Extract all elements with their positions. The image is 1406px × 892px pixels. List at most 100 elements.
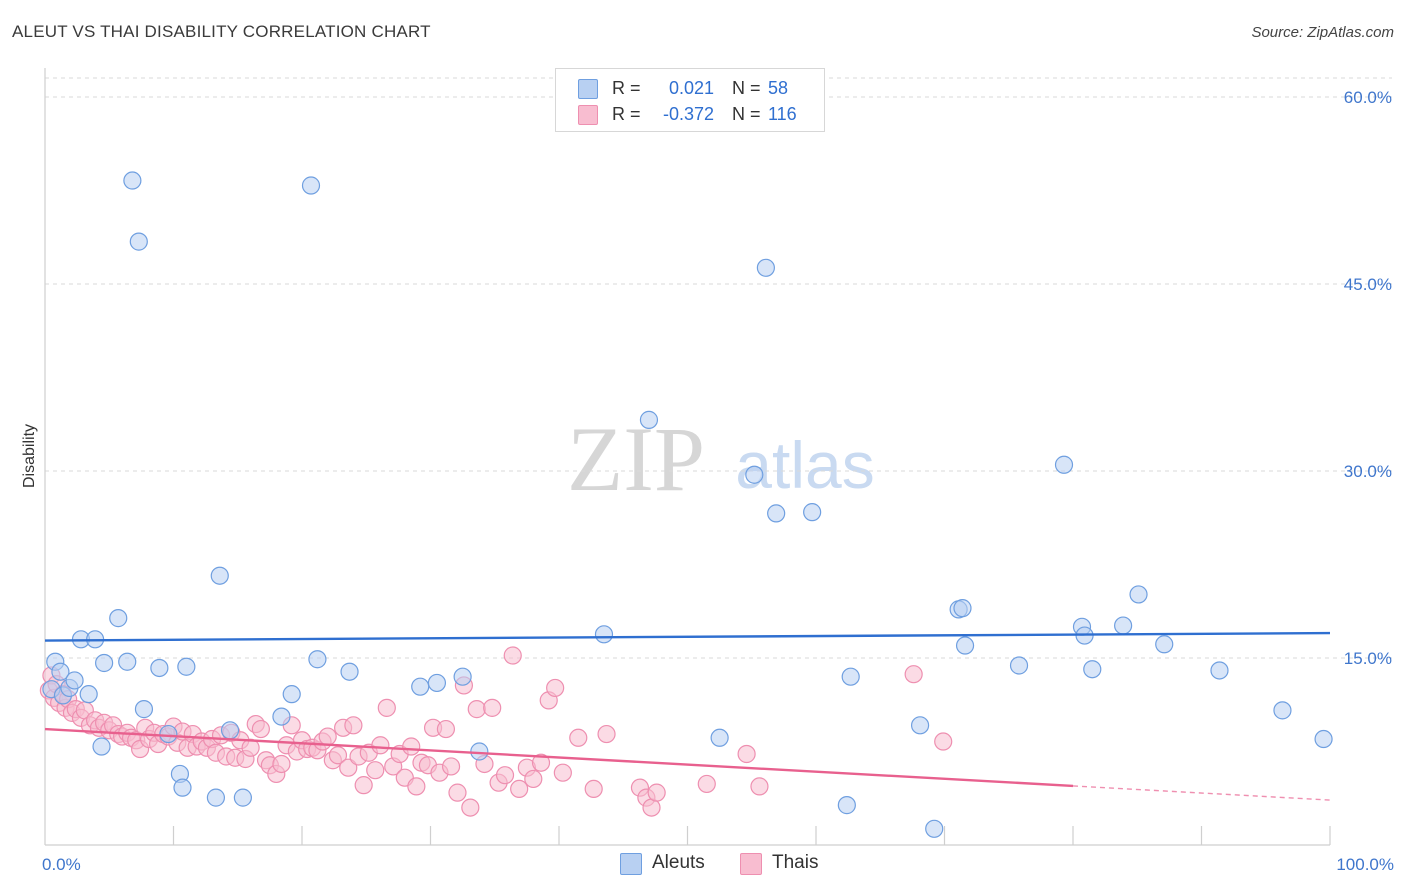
legend-r-label: R =	[612, 78, 641, 98]
aleut-point	[177, 657, 196, 676]
aleut-point	[925, 819, 944, 838]
aleut-point	[1273, 701, 1292, 720]
legend-r-label: R =	[612, 104, 641, 124]
thai-point	[524, 769, 543, 789]
aleut-point	[308, 650, 327, 669]
aleut-point	[79, 685, 98, 704]
legend-n-label: N =	[732, 104, 761, 124]
aleut-point	[173, 778, 192, 797]
y-tick-label: 60.0%	[1344, 88, 1392, 107]
aleut-point	[470, 742, 489, 761]
thai-point	[904, 665, 923, 684]
aleut-point	[301, 176, 321, 195]
thai-point	[467, 700, 486, 719]
thai-point	[436, 719, 456, 739]
y-tick-label: 45.0%	[1344, 275, 1392, 294]
aleut-point	[92, 737, 111, 756]
thai-point	[318, 727, 337, 746]
thai-point	[251, 719, 270, 739]
aleut-point	[1155, 635, 1174, 654]
aleuts-swatch	[578, 79, 598, 99]
legend-n-label: N =	[732, 78, 761, 98]
thais-swatch	[578, 105, 598, 125]
thai-point	[697, 774, 716, 794]
thai-point	[461, 798, 480, 817]
thai-point	[934, 732, 953, 751]
aleut-point	[453, 667, 472, 686]
x-tick-label: 100.0%	[1336, 855, 1394, 874]
aleut-point	[1129, 585, 1148, 604]
thai-point	[483, 698, 502, 717]
thai-point	[647, 783, 666, 802]
aleut-trendline	[44, 631, 1331, 642]
y-axis-label: Disability	[21, 424, 38, 488]
aleut-point	[118, 652, 137, 671]
thai-point	[377, 698, 396, 717]
gridlines	[45, 77, 1392, 659]
thai-trendline	[44, 727, 1074, 788]
aleut-point	[1114, 616, 1133, 635]
aleut-point	[837, 796, 856, 815]
thai-point	[569, 728, 588, 747]
aleut-point	[1083, 660, 1102, 679]
aleut-point	[220, 721, 240, 740]
chart-title: ALEUT VS THAI DISABILITY CORRELATION CHA…	[12, 22, 431, 41]
aleut-point	[767, 504, 786, 523]
aleut-point	[272, 707, 291, 726]
correlation-legend: R = 0.021 N = 58 R = -0.372 N = 116	[555, 68, 825, 132]
thai-point	[339, 758, 358, 777]
y-tick-label: 30.0%	[1344, 462, 1392, 481]
aleut-point	[411, 677, 430, 696]
aleut-point	[150, 658, 169, 678]
thai-point	[448, 783, 467, 802]
thai-point	[402, 737, 421, 756]
thai-point	[366, 761, 385, 780]
thai-point	[546, 678, 565, 698]
thai-point	[750, 777, 769, 796]
aleut-point	[910, 716, 930, 735]
aleut-point	[210, 566, 229, 585]
aleut-point	[1054, 455, 1074, 474]
watermark-atlas: atlas	[735, 428, 874, 502]
aleuts-legend-label: Aleuts	[652, 852, 705, 873]
chart-source: Source: ZipAtlas.com	[1251, 24, 1394, 41]
thai-point	[531, 753, 551, 772]
aleut-point	[427, 673, 447, 693]
legend-row-aleuts: R = 0.021 N = 58	[556, 75, 824, 101]
x-tick-labels: 0.0% 100.0%	[42, 855, 1394, 874]
aleut-point	[1009, 656, 1029, 675]
axes	[44, 68, 1331, 846]
legend-n-value: 58	[768, 78, 789, 98]
thai-point	[371, 736, 390, 755]
aleut-point	[109, 609, 128, 628]
watermark: ZIP atlas	[567, 408, 875, 510]
legend-n-value: 116	[768, 104, 797, 124]
trendlines	[44, 631, 1331, 801]
aleut-point	[134, 700, 154, 719]
aleut-point	[123, 171, 142, 190]
thai-point	[354, 776, 373, 795]
aleut-point	[159, 724, 178, 744]
y-tick-labels: 15.0% 30.0% 45.0% 60.0%	[1344, 88, 1392, 668]
thai-point	[441, 757, 461, 776]
aleut-point	[340, 662, 359, 681]
aleut-point	[129, 232, 148, 251]
aleut-point	[594, 625, 614, 644]
thai-point	[503, 646, 522, 665]
aleuts-series	[42, 171, 1333, 838]
thai-point	[553, 763, 572, 782]
aleuts-legend-swatch	[620, 853, 642, 875]
aleut-point	[803, 503, 822, 522]
thai-point	[495, 766, 515, 785]
thai-point	[407, 777, 426, 796]
thais-legend-label: Thais	[772, 852, 819, 873]
aleut-point	[841, 667, 860, 686]
aleut-point	[955, 636, 975, 655]
aleut-point	[756, 258, 775, 277]
aleut-point	[710, 728, 729, 747]
aleut-point	[1314, 729, 1333, 749]
legend-r-value: -0.372	[662, 104, 714, 124]
thai-trendline-extension	[1072, 785, 1331, 801]
aleut-point	[1210, 661, 1229, 680]
